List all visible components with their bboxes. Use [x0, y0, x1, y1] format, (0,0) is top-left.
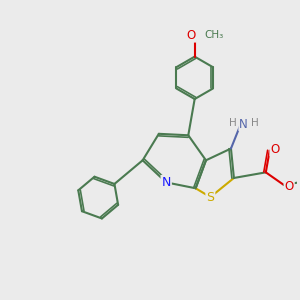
Text: S: S: [206, 190, 214, 204]
Text: N: N: [161, 176, 171, 189]
Text: H: H: [229, 118, 236, 128]
Text: H: H: [251, 118, 258, 128]
Text: N: N: [239, 118, 248, 130]
Text: CH₃: CH₃: [204, 30, 223, 40]
Text: O: O: [187, 28, 196, 42]
Text: O: O: [285, 180, 294, 193]
Text: O: O: [270, 142, 280, 156]
